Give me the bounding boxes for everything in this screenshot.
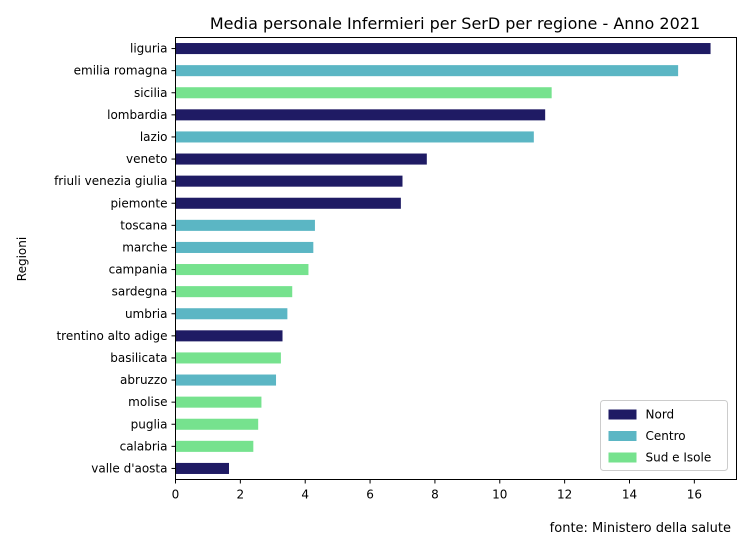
y-tick-label: lazio xyxy=(140,130,168,144)
x-tick-label: 16 xyxy=(687,488,702,502)
bar-umbria xyxy=(175,308,288,320)
y-tick-label: lombardia xyxy=(107,108,167,122)
bar-lazio xyxy=(175,131,534,143)
bar-valle-d-aosta xyxy=(175,462,230,474)
legend-label: Sud e Isole xyxy=(646,451,712,465)
x-tick-label: 10 xyxy=(492,488,507,502)
y-tick-label: puglia xyxy=(131,417,168,431)
bar-piemonte xyxy=(175,197,401,209)
legend-swatch xyxy=(608,431,637,441)
plot-frame xyxy=(175,37,737,480)
x-tick-label: 4 xyxy=(301,488,309,502)
bar-liguria xyxy=(175,43,711,55)
bar-abruzzo xyxy=(175,374,277,386)
y-tick-label: piemonte xyxy=(110,196,167,210)
bar-sicilia xyxy=(175,87,552,99)
bar-marche xyxy=(175,241,314,253)
x-tick-label: 6 xyxy=(366,488,374,502)
legend-swatch xyxy=(608,452,637,463)
y-tick-label: sardegna xyxy=(112,285,168,299)
legend: Nord Centro Sud e Isole xyxy=(600,400,728,471)
bar-calabria xyxy=(175,440,254,452)
y-tick-label: marche xyxy=(122,240,167,254)
y-tick-label: valle d'aosta xyxy=(91,461,167,475)
bar-toscana xyxy=(175,219,315,231)
legend-label: Nord xyxy=(646,408,675,422)
y-tick-label: molise xyxy=(128,395,167,409)
bar-sardegna xyxy=(175,286,293,298)
y-tick-label: emilia romagna xyxy=(74,64,168,78)
x-tick-label: 14 xyxy=(622,488,637,502)
x-tick-label: 2 xyxy=(237,488,245,502)
y-tick-label: umbria xyxy=(125,307,168,321)
x-tick-label: 12 xyxy=(557,488,572,502)
y-tick-label: trentino alto adige xyxy=(56,329,167,343)
legend-swatch xyxy=(608,409,637,420)
y-tick-label: calabria xyxy=(120,439,168,453)
y-tick-label: basilicata xyxy=(110,351,167,365)
bar-emilia-romagna xyxy=(175,65,679,77)
x-tick-label: 0 xyxy=(172,488,180,502)
bar-puglia xyxy=(175,418,259,430)
bar-trentino-alto-adige xyxy=(175,330,283,342)
y-axis-label: Regioni xyxy=(15,237,29,281)
y-tick-label: liguria xyxy=(130,42,168,56)
bars-layer xyxy=(175,43,711,474)
source-note: fonte: Ministero della salute xyxy=(550,521,731,536)
bar-molise xyxy=(175,396,262,408)
y-axis-ticks: liguria emilia romagna sicilia lombardia laz… xyxy=(54,42,176,475)
y-tick-label: friuli venezia giulia xyxy=(54,174,167,188)
bar-basilicata xyxy=(175,352,281,364)
y-tick-label: campania xyxy=(109,263,168,277)
bar-friuli-venezia-giulia xyxy=(175,175,403,187)
x-tick-label: 8 xyxy=(431,488,439,502)
x-axis-ticks: 0 2 4 6 8 10 12 14 16 xyxy=(172,479,702,502)
y-tick-label: sicilia xyxy=(134,86,168,100)
y-tick-label: abruzzo xyxy=(120,373,167,387)
bar-campania xyxy=(175,264,309,276)
legend-label: Centro xyxy=(646,429,686,443)
y-tick-label: veneto xyxy=(126,152,168,166)
y-tick-label: toscana xyxy=(120,218,167,232)
bar-veneto xyxy=(175,153,427,165)
chart-title: Media personale Infermieri per SerD per … xyxy=(210,14,700,33)
bar-lombardia xyxy=(175,109,546,121)
